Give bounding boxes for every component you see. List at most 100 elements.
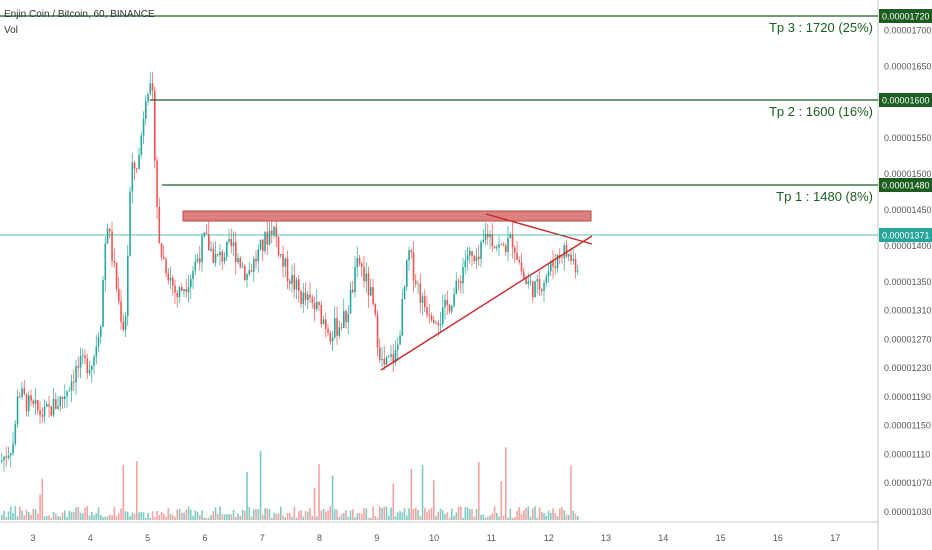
volume-bar (131, 512, 134, 520)
volume-bar (505, 447, 507, 520)
candle-body (415, 280, 417, 284)
candle-body (437, 322, 440, 326)
candle-body (309, 294, 311, 298)
volume-bar (226, 514, 228, 520)
volume-bar (75, 507, 77, 520)
volume-bar (3, 510, 5, 520)
volume-bar (237, 513, 239, 520)
candle-body (262, 239, 264, 252)
candle-body (149, 83, 152, 94)
candle-body (176, 292, 179, 298)
candle-body (286, 258, 289, 281)
candle-body (277, 237, 280, 256)
candle-body (460, 281, 462, 284)
candle-body (572, 259, 575, 261)
volume-bar (455, 512, 458, 520)
candle-body (12, 444, 14, 454)
volume-bar (264, 508, 266, 520)
volume-bar (66, 517, 68, 520)
price-tag (879, 9, 932, 23)
candle-body (462, 267, 464, 284)
volume-bar (68, 510, 71, 520)
price-tick-label: 0.00001110 (884, 449, 930, 459)
candle-body (212, 248, 215, 263)
candle-body (471, 250, 473, 257)
volume-bar (439, 508, 442, 520)
volume-bar (320, 510, 323, 520)
candle-body (199, 258, 201, 263)
candle-body (444, 299, 446, 308)
candle-body (570, 254, 572, 261)
volume-bar (565, 514, 568, 520)
volume-bar (412, 508, 415, 520)
volume-bar (552, 508, 554, 520)
candle-body (484, 233, 487, 240)
volume-bar (372, 506, 374, 520)
candle-body (329, 332, 332, 342)
candle-body (34, 400, 37, 404)
volume-bar (255, 508, 257, 520)
volume-bar (480, 514, 482, 520)
time-tick-label: 3 (30, 533, 35, 543)
price-tag-label: 0.00001600 (882, 96, 930, 106)
candle-body (304, 292, 307, 301)
volume-bar (471, 509, 473, 520)
volume-bar (397, 512, 399, 520)
candle-body (298, 279, 300, 292)
price-tick-label: 0.00001650 (884, 61, 932, 71)
candle-body (84, 355, 86, 359)
candle-body (433, 319, 435, 323)
volume-bar (318, 464, 320, 520)
volume-bar (484, 517, 487, 520)
candle-body (307, 294, 309, 301)
volume-bar (178, 508, 181, 520)
candle-body (102, 279, 104, 327)
volume-bar (113, 506, 116, 520)
volume-bar (176, 509, 179, 520)
candle-body (455, 280, 458, 295)
volume-bar (428, 509, 431, 520)
volume-bar (435, 515, 437, 520)
volume-bar (334, 509, 336, 520)
candle-body (388, 356, 390, 358)
candle-body (361, 263, 363, 268)
volume-bar (55, 513, 57, 520)
volume-bar (77, 507, 80, 520)
candle-body (489, 234, 491, 238)
candle-body (30, 395, 32, 401)
candle-body (511, 234, 514, 248)
candle-body (516, 252, 518, 261)
candle-body (556, 255, 559, 269)
candle-body (520, 262, 523, 272)
volume-bar (500, 481, 503, 520)
volume-bar (502, 515, 505, 520)
candle-body (77, 365, 80, 368)
candle-body (264, 232, 266, 252)
volume-bar (516, 511, 518, 520)
volume-bar (336, 509, 338, 520)
volume-bar (507, 517, 509, 520)
volume-bar (244, 510, 246, 520)
candle-body (424, 296, 426, 308)
candle-body (57, 406, 59, 409)
time-tick-label: 16 (773, 533, 783, 543)
candle-body (334, 318, 336, 338)
candle-body (478, 256, 480, 259)
candle-body (160, 243, 163, 258)
candle-body (293, 274, 296, 290)
candle-body (466, 255, 469, 261)
candle-body (147, 93, 149, 102)
candle-body (3, 456, 5, 461)
volume-bar (536, 517, 539, 520)
candle-body (250, 270, 253, 272)
volume-bar (32, 508, 35, 520)
candle-body (205, 232, 208, 235)
candle-body (356, 257, 359, 268)
volume-bar (129, 516, 131, 520)
volume-bar (163, 513, 165, 520)
candle-body (100, 326, 102, 337)
volume-bar (295, 517, 298, 520)
candle-body (93, 356, 95, 366)
